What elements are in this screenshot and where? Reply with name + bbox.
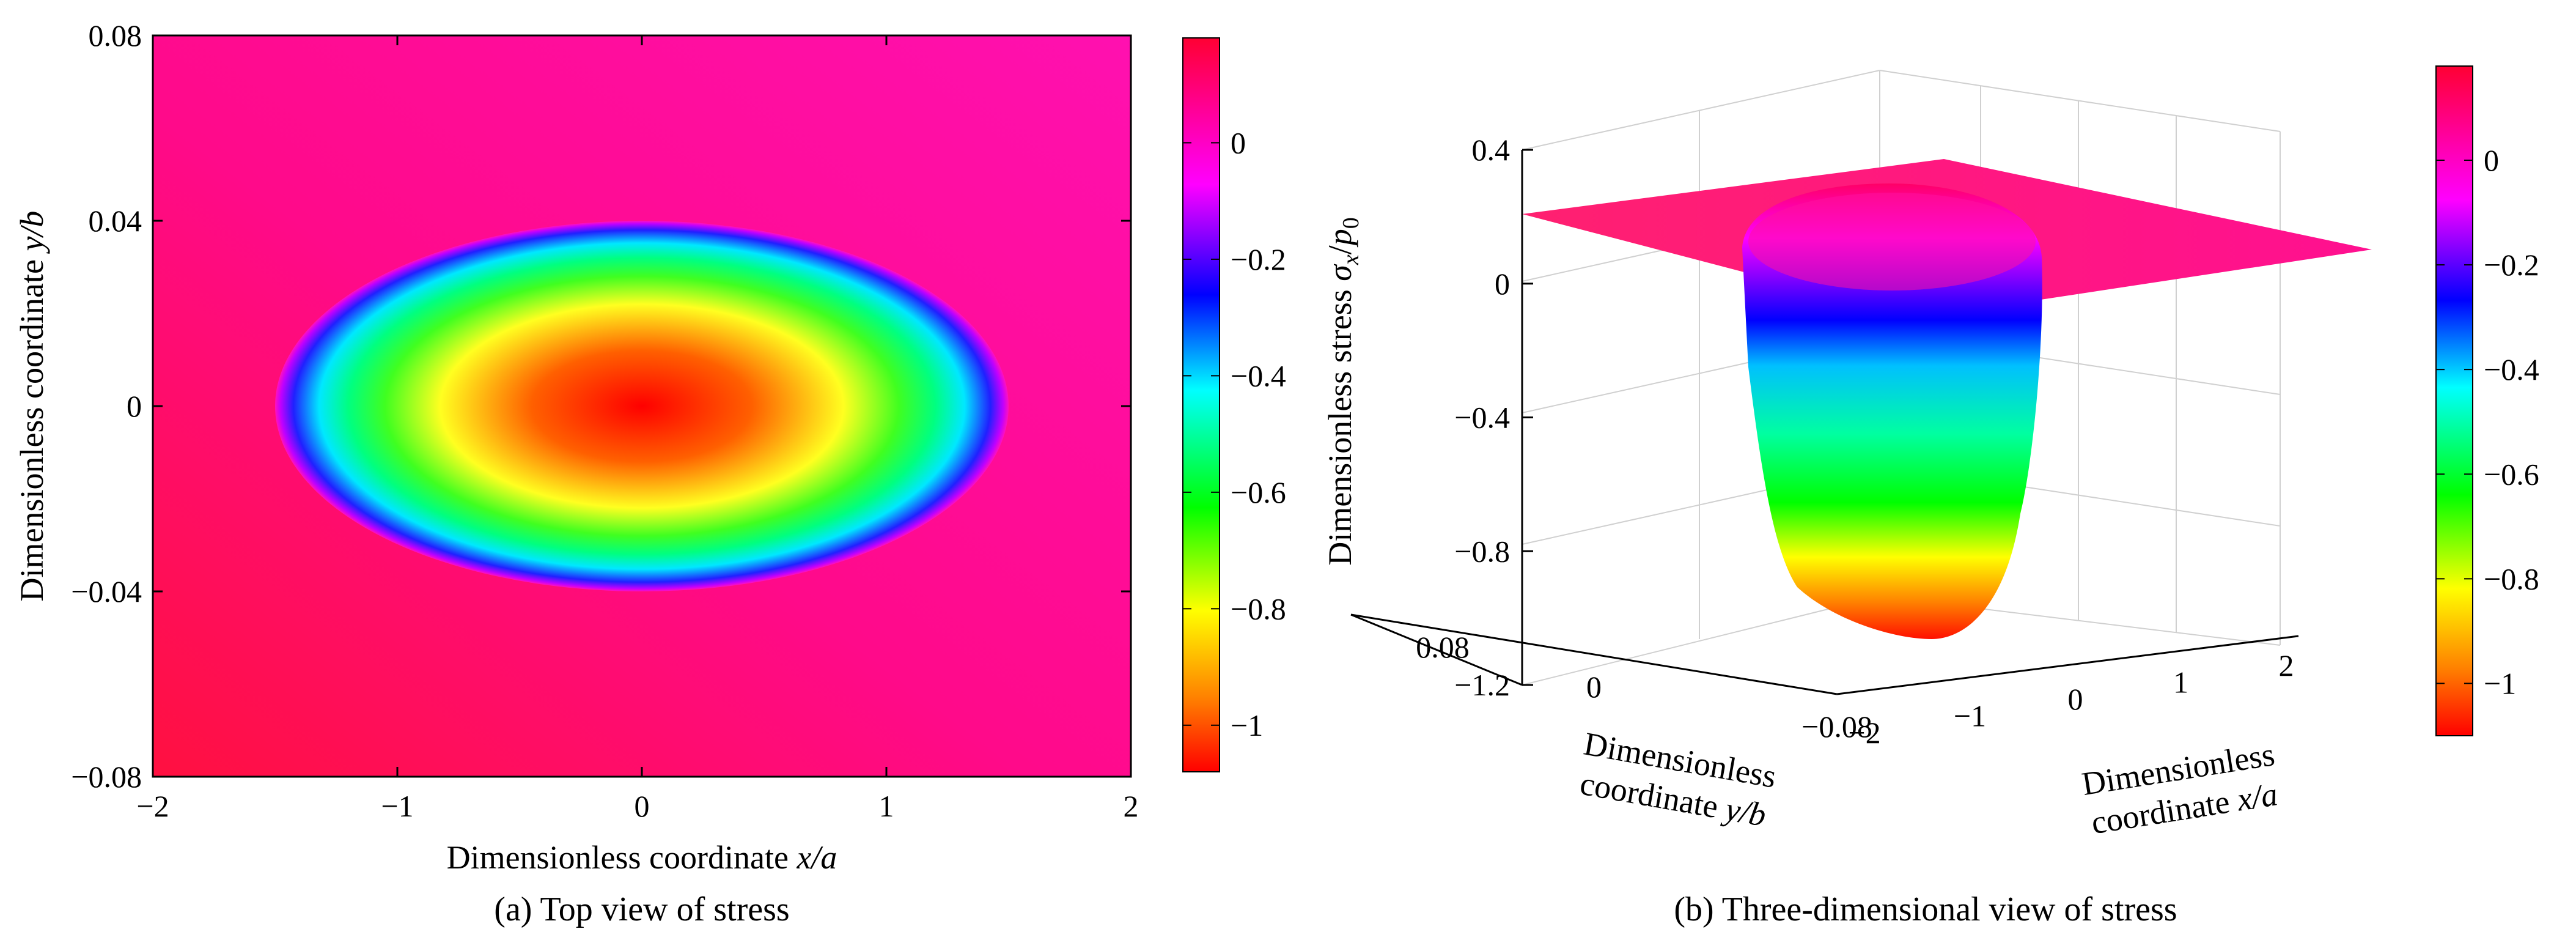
y-tick-label-a: 0 [127,389,142,423]
colorbar-tick-label: 0 [1231,125,1246,160]
y-tick-label-a: −0.08 [71,760,142,794]
y-tick-label-b: −0.08 [1801,709,1872,744]
x-tick-label-a: 2 [1124,789,1139,823]
x-tick-label-a: −1 [381,789,413,823]
y-axis-label-b: Dimensionless coordinate y/b [1577,725,1779,834]
y-tick-label-b: 0 [1586,670,1602,704]
x-tick-label-a: 1 [879,789,894,823]
x-tick-label-b: 2 [2279,648,2294,683]
y-axis-3d [1350,613,1523,686]
colorbar-tick-label: −0.4 [2484,352,2539,387]
z-tick-label-b: −1.2 [1454,668,1510,702]
y-tick-label-b: 0.08 [1416,630,1470,664]
colorbar-tick-label: −0.4 [1231,358,1286,393]
x-tick-label-b: −1 [1954,699,1986,733]
x-tick-label-a: 0 [635,789,650,823]
y-tick-label-a: −0.04 [71,574,142,609]
y-tick-label-a: 0.04 [89,204,142,238]
x-axis-label-a: Dimensionless coordinate x/a [447,839,837,876]
contact-ellipse [275,221,1009,591]
front-y-axis-3d [1350,613,1838,695]
colorbar-tick-label: −0.2 [1231,242,1286,276]
colorbar-tick-label: −1 [1231,708,1263,742]
x-tick-label-b: 0 [2068,682,2083,716]
x-tick-label-b: −2 [1848,716,1880,750]
z-tick-label-b: 0 [1495,267,1510,301]
z-tick-label-b: −0.8 [1454,534,1510,568]
x-axis-label-b: Dimensionless coordinate x/a [2080,736,2280,841]
z-tick-label-b: 0.4 [1472,133,1511,167]
colorbar-a [1182,37,1220,772]
colorbar-tick-label: 0 [2484,143,2499,177]
colorbar-tick-label: −0.6 [1231,475,1286,509]
stress-bowl-surface [1742,183,2042,639]
x-tick-label-a: −2 [136,789,169,823]
x-tick-label-b: 1 [2173,665,2188,700]
colorbar-tick-label: −0.2 [2484,248,2539,282]
x-axis-3d [1836,635,2299,695]
y-tick-label-a: 0.08 [89,18,142,53]
colorbar-tick-label: −0.8 [1231,591,1286,626]
colorbar-tick-label: −0.8 [2484,561,2539,596]
colorbar-tick-label: −1 [2484,666,2516,700]
colorbar-tick-label: −0.6 [2484,457,2539,491]
bowl-rim [1748,193,2036,291]
z-axis-label-b: Dimensionless stress σx/p0 [1322,217,1364,566]
colorbar-b [2435,65,2473,736]
caption-a: (a) Top view of stress [494,890,789,928]
caption-b: (b) Three-dimensional view of stress [1674,890,2177,928]
z-tick-label-b: −0.4 [1454,401,1510,435]
y-axis-label-a: Dimensionless coordinate y/b [13,211,50,602]
